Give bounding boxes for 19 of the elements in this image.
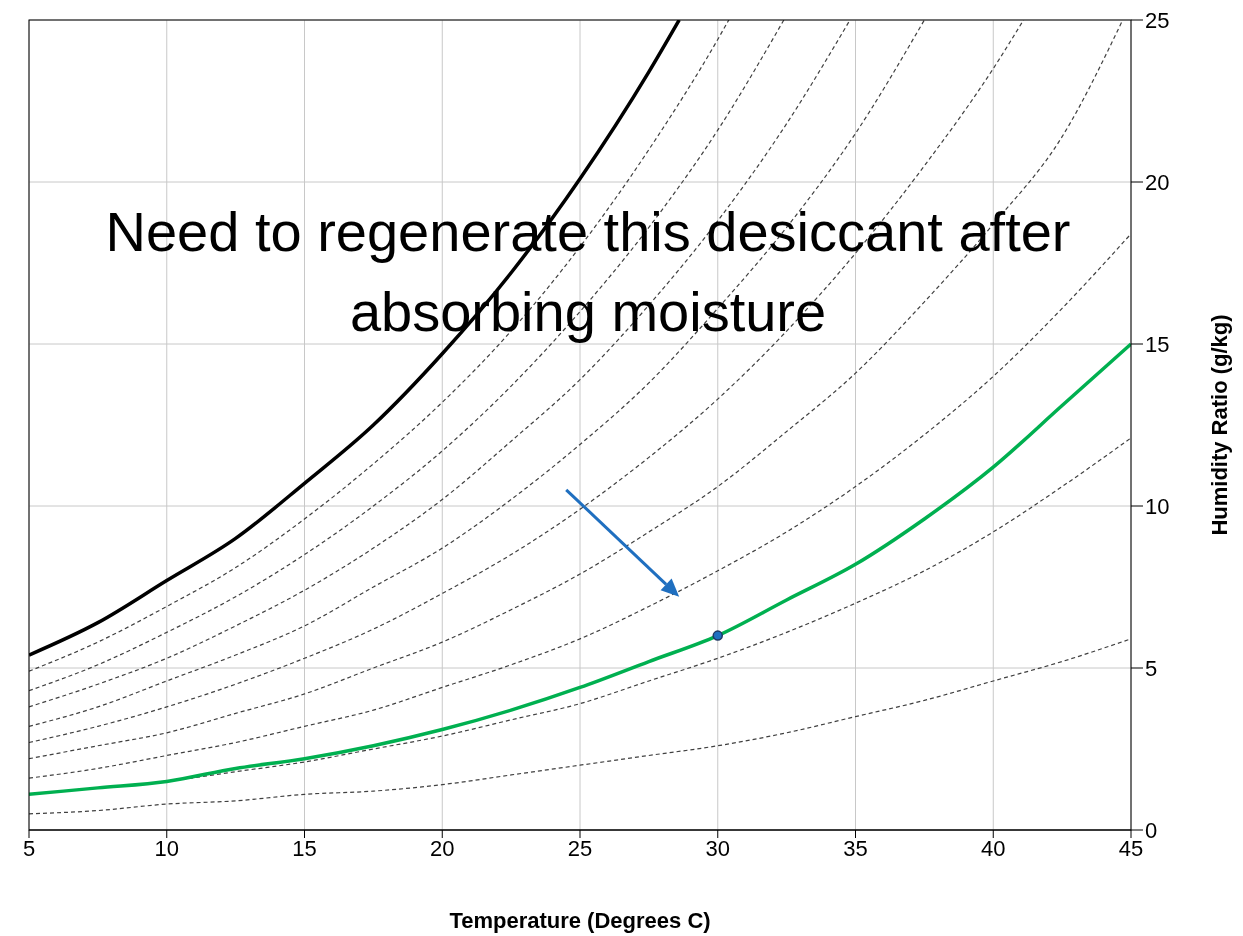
y-tick-label: 5 — [1145, 655, 1158, 681]
x-tick-label: 45 — [1118, 835, 1144, 861]
y-tick-label: 25 — [1145, 7, 1170, 33]
x-tick-label: 30 — [705, 835, 730, 861]
x-tick-label: 5 — [22, 835, 36, 861]
line-series — [29, 638, 1131, 815]
x-tick-label: 15 — [292, 835, 317, 861]
y-tick-label: 15 — [1145, 331, 1170, 357]
x-tick-label: 20 — [430, 835, 455, 861]
y-tick-label: 0 — [1145, 817, 1158, 843]
y-axis-title: Humidity Ratio (g/kg) — [1206, 314, 1232, 536]
y-tick-label: 10 — [1145, 493, 1170, 519]
line-series — [29, 342, 1131, 797]
x-tick-label: 10 — [154, 835, 179, 861]
x-tick-label: 35 — [843, 835, 868, 861]
x-tick-label: 25 — [567, 835, 593, 861]
x-tick-label: 40 — [981, 835, 1006, 861]
y-tick-label: 20 — [1145, 169, 1170, 195]
x-axis-title: Temperature (Degrees C) — [449, 908, 711, 933]
